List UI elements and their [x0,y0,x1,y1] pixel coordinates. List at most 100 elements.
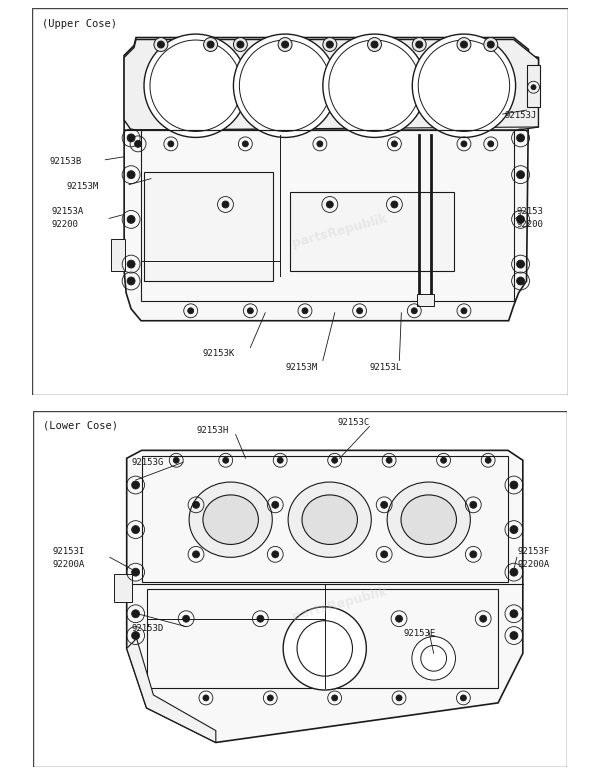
Text: 92200: 92200 [517,220,544,229]
Circle shape [381,501,388,508]
Circle shape [157,41,164,48]
Text: 92153F: 92153F [518,547,550,556]
Circle shape [356,308,362,314]
Circle shape [510,525,518,533]
Text: partsRepublik: partsRepublik [290,585,389,623]
Ellipse shape [288,482,371,557]
Circle shape [127,170,135,179]
Circle shape [480,615,487,622]
Circle shape [237,41,244,48]
Circle shape [488,141,494,146]
Circle shape [484,37,498,51]
Circle shape [268,695,273,701]
Circle shape [326,201,333,208]
Bar [142,456,508,582]
Circle shape [416,41,423,48]
Text: 92153B: 92153B [50,157,82,167]
Circle shape [131,568,140,576]
Circle shape [150,40,241,132]
Circle shape [457,37,471,51]
Circle shape [412,34,515,137]
Bar [114,574,131,602]
Circle shape [134,140,142,147]
Circle shape [395,615,403,622]
Circle shape [239,40,331,132]
Circle shape [531,84,536,90]
Circle shape [182,615,190,622]
Circle shape [386,457,392,463]
Polygon shape [124,40,538,130]
Circle shape [517,215,524,223]
Circle shape [203,695,209,701]
Circle shape [332,457,338,463]
Text: 92153L: 92153L [370,363,402,372]
Text: 92200: 92200 [52,220,79,229]
Bar [146,589,498,688]
Text: (Lower Cose): (Lower Cose) [43,421,118,431]
Bar [111,239,125,271]
Circle shape [272,501,279,508]
Circle shape [411,308,417,314]
Circle shape [302,308,308,314]
Bar [290,191,454,271]
Circle shape [297,621,352,676]
Circle shape [470,551,477,558]
Circle shape [381,551,388,558]
Circle shape [247,308,253,314]
Circle shape [326,41,333,48]
Circle shape [193,501,199,508]
Circle shape [517,260,524,268]
Circle shape [131,632,140,639]
Polygon shape [127,639,216,742]
Polygon shape [124,37,538,321]
Circle shape [460,41,467,48]
Circle shape [510,632,518,639]
Circle shape [257,615,264,622]
Bar [144,172,273,281]
Circle shape [131,481,140,489]
Circle shape [131,610,140,618]
Text: 92153G: 92153G [131,458,164,467]
Circle shape [223,457,229,463]
Circle shape [487,41,494,48]
Circle shape [277,457,283,463]
Circle shape [242,141,248,146]
Circle shape [510,481,518,489]
Circle shape [412,636,455,680]
Ellipse shape [302,495,358,544]
Circle shape [371,41,378,48]
Circle shape [517,170,524,179]
Circle shape [391,141,397,146]
Circle shape [418,40,509,132]
Circle shape [396,695,402,701]
Circle shape [517,277,524,285]
Circle shape [391,201,398,208]
Circle shape [154,37,168,51]
Circle shape [168,141,174,146]
Circle shape [329,40,420,132]
Circle shape [461,308,467,314]
Bar [141,130,514,301]
Text: 92153D: 92153D [131,624,164,633]
Circle shape [421,646,446,671]
Circle shape [485,457,491,463]
Text: 92200A: 92200A [52,560,85,569]
Text: 92153H: 92153H [196,426,228,435]
Circle shape [203,37,218,51]
Circle shape [127,260,135,268]
Ellipse shape [387,482,470,557]
Text: 92153K: 92153K [203,349,235,358]
Text: 92153M: 92153M [67,182,99,191]
Text: 92200A: 92200A [518,560,550,569]
Circle shape [233,37,247,51]
Circle shape [460,695,466,701]
Circle shape [368,37,382,51]
Polygon shape [127,450,523,742]
Text: 92153I: 92153I [52,547,85,556]
Circle shape [127,134,135,142]
Circle shape [461,141,467,146]
Circle shape [281,41,289,48]
Circle shape [317,141,323,146]
Circle shape [510,568,518,576]
Ellipse shape [203,495,259,544]
